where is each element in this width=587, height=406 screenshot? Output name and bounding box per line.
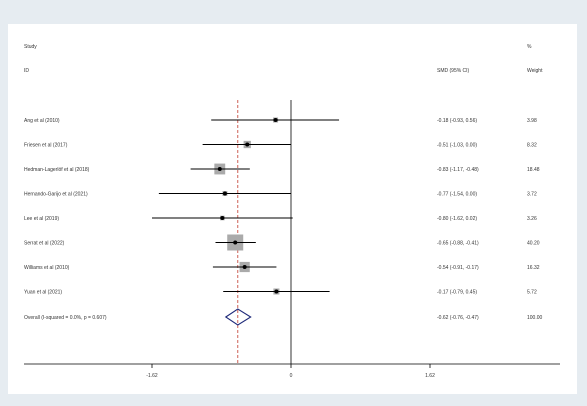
overall-ci-text: -0.62 (-0.76, -0.47) [437,315,479,321]
study-label: Friesen et al (2017) [24,143,68,149]
study-weight-text: 5.72 [527,290,537,296]
study-ci-text: -0.51 (-1.03, 0.00) [437,143,477,149]
study-row: Hernando-Garijo et al (2021) -0.77 (-1.54… [24,191,537,198]
x-tick-label: 0 [290,373,293,379]
study-ci-text: -0.77 (-1.54, 0.00) [437,192,477,198]
study-label: Yuan et al (2021) [24,290,62,296]
study-weight-text: 16.32 [527,265,540,271]
percent-header: % [527,44,532,50]
point-estimate [220,216,225,220]
study-weight-text: 40.20 [527,241,540,247]
study-ci-text: -0.80 (-1.62, 0.02) [437,216,477,222]
study-label: Ang et al (2010) [24,118,60,124]
study-label: Hedman-Lagerlöf et al (2018) [24,167,90,173]
study-row: Williams et al (2010) -0.54 (-0.91, -0.17… [24,261,540,273]
study-row: Hedman-Lagerlöf et al (2018) -0.83 (-1.17… [24,163,540,175]
x-axis: -1.62 0 1.62 [24,363,560,379]
study-label: Williams et al (2010) [24,265,70,271]
study-ci-text: -0.83 (-1.17, -0.48) [437,167,479,173]
study-label: Hernando-Garijo et al (2021) [24,192,88,198]
study-ci-text: -0.17 (-0.79, 0.45) [437,290,477,296]
study-label: Serrat et al (2022) [24,241,65,247]
point-estimate [242,265,247,269]
x-tick-label: -1.62 [146,373,158,379]
x-tick-label: 1.62 [425,373,435,379]
overall-diamond [224,308,252,326]
study-label: Lee et al (2019) [24,216,59,222]
study-ci-text: -0.54 (-0.91, -0.17) [437,265,479,271]
point-estimate [233,240,238,245]
study-ci-text: -0.65 (-0.88, -0.41) [437,241,479,247]
overall-row: Overall (I-squared = 0.0%, p = 0.607) -0.… [24,308,543,326]
point-estimate [274,289,279,294]
ci-column-header: SMD (95% CI) [437,68,470,74]
plot-panel [8,24,577,394]
study-row: Yuan et al (2021) -0.17 (-0.79, 0.45) 5.72 [24,288,537,296]
study-weight-text: 3.26 [527,216,537,222]
point-estimate [245,142,250,147]
study-weight-text: 3.98 [527,118,537,124]
point-estimate [222,191,227,196]
id-header: ID [24,68,29,74]
study-header: Study [24,44,37,50]
study-weight-text: 3.72 [527,192,537,198]
weight-header: Weight [527,68,543,74]
study-rows: Ang et al (2010) -0.18 (-0.93, 0.56) 3.98 F… [24,117,540,296]
point-estimate [273,118,278,122]
study-weight-text: 18.48 [527,167,540,173]
study-row: Ang et al (2010) -0.18 (-0.93, 0.56) 3.98 [24,117,537,124]
study-ci-text: -0.18 (-0.93, 0.56) [437,118,477,124]
study-row: Serrat et al (2022) -0.65 (-0.88, -0.41) 4… [24,234,540,251]
study-weight-text: 8.32 [527,143,537,149]
study-row: Lee et al (2019) -0.80 (-1.62, 0.02) 3.26 [24,215,537,222]
point-estimate [217,167,222,171]
overall-weight-text: 100.00 [527,315,543,321]
study-row: Friesen et al (2017) -0.51 (-1.03, 0.00) 8… [24,140,537,149]
overall-label: Overall (I-squared = 0.0%, p = 0.607) [24,315,107,321]
